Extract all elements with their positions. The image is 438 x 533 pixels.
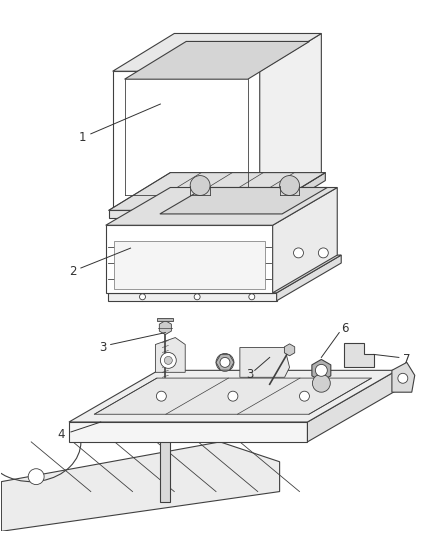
Polygon shape bbox=[216, 354, 234, 370]
Polygon shape bbox=[1, 442, 279, 531]
Circle shape bbox=[398, 373, 408, 383]
Circle shape bbox=[160, 352, 176, 368]
Text: 6: 6 bbox=[342, 322, 349, 335]
Polygon shape bbox=[113, 71, 260, 211]
Polygon shape bbox=[69, 370, 397, 422]
Polygon shape bbox=[106, 188, 337, 225]
Polygon shape bbox=[392, 362, 415, 392]
Circle shape bbox=[300, 391, 309, 401]
Circle shape bbox=[28, 469, 44, 484]
Circle shape bbox=[216, 353, 234, 372]
Polygon shape bbox=[307, 370, 397, 442]
Text: 3: 3 bbox=[246, 368, 254, 381]
Circle shape bbox=[293, 248, 304, 258]
Circle shape bbox=[190, 175, 210, 196]
Polygon shape bbox=[124, 42, 309, 79]
Polygon shape bbox=[113, 34, 321, 71]
Circle shape bbox=[220, 358, 230, 367]
Polygon shape bbox=[114, 241, 265, 289]
Circle shape bbox=[315, 365, 327, 376]
Polygon shape bbox=[69, 422, 307, 442]
Text: 1: 1 bbox=[79, 131, 87, 144]
Polygon shape bbox=[109, 211, 264, 219]
Polygon shape bbox=[157, 318, 173, 321]
Polygon shape bbox=[108, 293, 277, 301]
Polygon shape bbox=[273, 188, 337, 293]
Polygon shape bbox=[159, 321, 171, 335]
Circle shape bbox=[140, 294, 145, 300]
Polygon shape bbox=[240, 348, 290, 377]
Polygon shape bbox=[284, 344, 295, 356]
Text: 7: 7 bbox=[403, 353, 410, 366]
Circle shape bbox=[194, 294, 200, 300]
Circle shape bbox=[249, 294, 255, 300]
Circle shape bbox=[318, 248, 328, 258]
Circle shape bbox=[312, 374, 330, 392]
Polygon shape bbox=[108, 255, 341, 293]
Circle shape bbox=[164, 357, 172, 365]
Text: 2: 2 bbox=[69, 265, 77, 278]
Polygon shape bbox=[312, 359, 331, 381]
Text: 3: 3 bbox=[99, 341, 106, 354]
Polygon shape bbox=[344, 343, 374, 367]
Polygon shape bbox=[106, 225, 273, 293]
Polygon shape bbox=[94, 378, 371, 414]
Text: 4: 4 bbox=[57, 429, 65, 441]
Circle shape bbox=[228, 391, 238, 401]
Polygon shape bbox=[160, 188, 327, 214]
Polygon shape bbox=[155, 337, 185, 373]
Polygon shape bbox=[277, 255, 341, 301]
Polygon shape bbox=[264, 173, 325, 219]
Polygon shape bbox=[260, 34, 321, 211]
Circle shape bbox=[156, 391, 166, 401]
Polygon shape bbox=[109, 173, 325, 211]
Polygon shape bbox=[160, 440, 170, 502]
Circle shape bbox=[279, 175, 300, 196]
